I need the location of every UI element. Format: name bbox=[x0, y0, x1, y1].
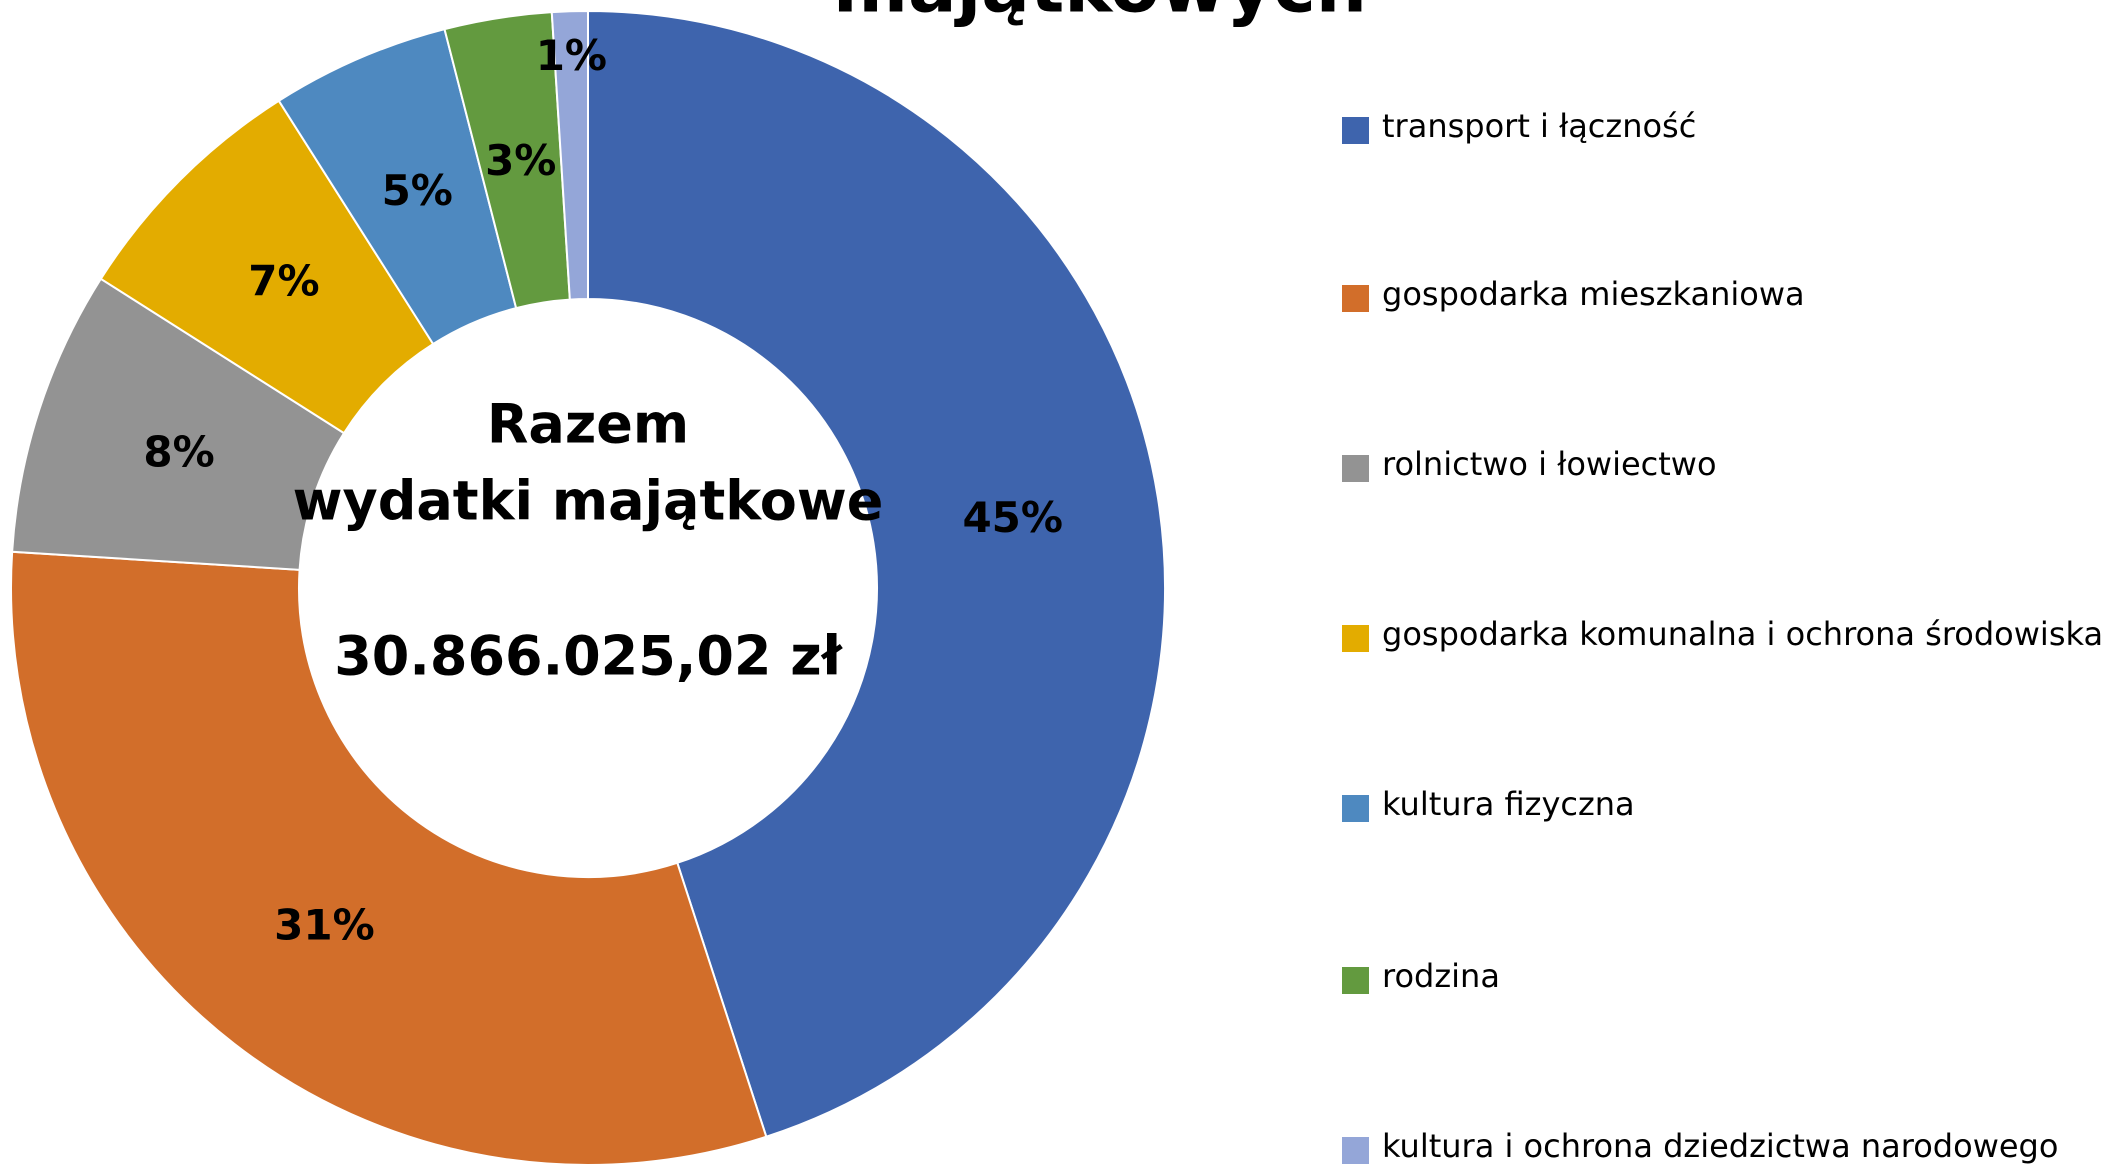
data-label: 45% bbox=[962, 493, 1063, 542]
legend-swatch bbox=[1342, 285, 1369, 312]
legend-swatch bbox=[1342, 795, 1369, 822]
data-label: 3% bbox=[485, 136, 556, 185]
donut-slice bbox=[10, 550, 768, 1166]
data-label: 31% bbox=[274, 900, 375, 949]
donut-slice bbox=[550, 9, 589, 301]
legend-label: rodzina bbox=[1382, 957, 1500, 995]
legend-label: gospodarka komunalna i ochrona środowisk… bbox=[1382, 615, 2103, 653]
legend-swatch bbox=[1342, 967, 1369, 994]
data-label: 1% bbox=[536, 31, 607, 80]
center-text: Razem bbox=[487, 393, 689, 456]
legend-label: rolnictwo i łowiectwo bbox=[1382, 445, 1717, 483]
legend-label: gospodarka mieszkaniowa bbox=[1382, 275, 1805, 313]
chart-title: majątkowych bbox=[833, 0, 1367, 29]
donut-slice bbox=[587, 9, 1166, 1139]
center-text: wydatki majątkowe bbox=[293, 470, 884, 533]
legend-swatch bbox=[1342, 1137, 1369, 1164]
legend-swatch bbox=[1342, 455, 1369, 482]
center-text: 30.866.025,02 zł bbox=[334, 625, 844, 688]
legend-label: kultura i ochrona dziedzictwa narodowego bbox=[1382, 1127, 2058, 1165]
legend-label: kultura fizyczna bbox=[1382, 785, 1635, 823]
data-label: 7% bbox=[248, 256, 319, 305]
data-label: 5% bbox=[382, 166, 453, 215]
data-label: 8% bbox=[143, 428, 214, 477]
legend-label: transport i łączność bbox=[1382, 107, 1696, 145]
legend-swatch bbox=[1342, 117, 1369, 144]
legend-swatch bbox=[1342, 625, 1369, 652]
